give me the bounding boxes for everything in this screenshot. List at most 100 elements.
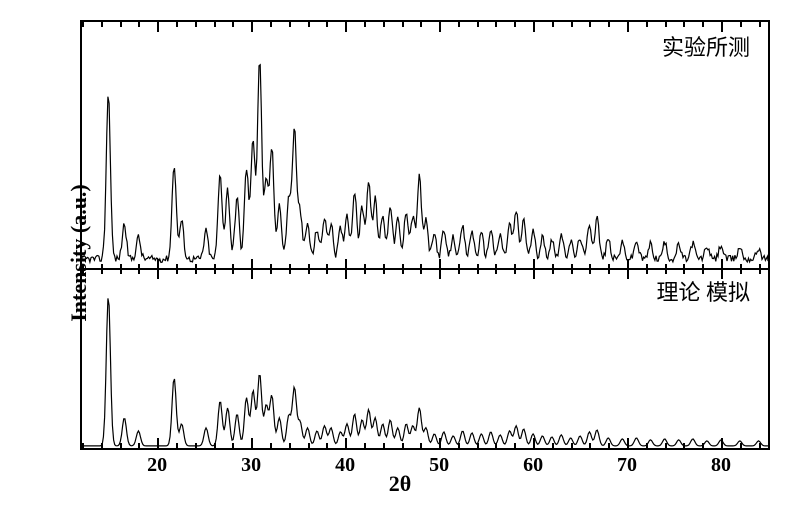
xtick-minor: [646, 269, 648, 274]
xtick-mark: [439, 22, 441, 32]
xtick-minor: [495, 269, 497, 274]
xtick-minor: [702, 443, 704, 448]
xtick-minor: [120, 22, 122, 27]
xtick-minor: [646, 22, 648, 27]
xtick-minor: [759, 443, 761, 448]
xtick-mark: [627, 269, 629, 279]
xtick-minor: [514, 22, 516, 27]
xtick-minor: [477, 443, 479, 448]
xtick-minor: [589, 22, 591, 27]
xtick-mark: [533, 22, 535, 32]
xtick-mark: [345, 269, 347, 279]
xtick-mark: [345, 22, 347, 32]
xtick-mark: [251, 259, 253, 269]
xtick-minor: [608, 22, 610, 27]
xtick-minor: [608, 443, 610, 448]
xtick-minor: [420, 443, 422, 448]
x-axis-label: 2θ: [389, 471, 411, 497]
xtick-minor: [759, 22, 761, 27]
xtick-mark: [627, 259, 629, 269]
xtick-minor: [589, 443, 591, 448]
xtick-minor: [589, 269, 591, 274]
xtick-minor: [420, 269, 422, 274]
xtick-minor: [514, 269, 516, 274]
subplot-simulated: [82, 269, 768, 448]
xtick-minor: [683, 22, 685, 27]
xtick-mark: [627, 438, 629, 448]
spectrum-simulated: [82, 269, 768, 448]
xtick-mark: [721, 22, 723, 32]
xtick-minor: [308, 22, 310, 27]
xtick-minor: [759, 269, 761, 274]
xtick-mark: [157, 438, 159, 448]
xtick-minor: [138, 443, 140, 448]
xtick-minor: [176, 22, 178, 27]
xtick-mark: [721, 259, 723, 269]
xtick-minor: [326, 443, 328, 448]
xtick-minor: [120, 443, 122, 448]
xtick-minor: [495, 22, 497, 27]
xtick-minor: [176, 269, 178, 274]
xtick-minor: [458, 443, 460, 448]
xtick-minor: [326, 22, 328, 27]
xtick-minor: [270, 443, 272, 448]
spectrum-experimental: [82, 22, 768, 269]
xtick-mark: [533, 259, 535, 269]
xtick-minor: [552, 22, 554, 27]
xtick-minor: [495, 443, 497, 448]
xtick-minor: [138, 269, 140, 274]
xtick-minor: [402, 22, 404, 27]
xtick-minor: [214, 22, 216, 27]
xtick-mark: [721, 438, 723, 448]
xtick-minor: [232, 269, 234, 274]
xtick-mark: [721, 269, 723, 279]
xtick-mark: [345, 438, 347, 448]
xtick-minor: [552, 443, 554, 448]
xtick-minor: [232, 22, 234, 27]
plot-area: 20304050607080: [80, 20, 770, 450]
xtick-minor: [176, 443, 178, 448]
xrd-figure: Intensity (a.u.) 2θ 实验所测 理论 模拟 203040506…: [0, 0, 800, 505]
xtick-minor: [82, 22, 84, 27]
xtick-minor: [289, 22, 291, 27]
xtick-minor: [289, 269, 291, 274]
xtick-mark: [157, 22, 159, 32]
xtick-label: 40: [335, 454, 355, 477]
xtick-minor: [364, 443, 366, 448]
xtick-minor: [571, 443, 573, 448]
xtick-mark: [157, 269, 159, 279]
xtick-minor: [232, 443, 234, 448]
xtick-minor: [402, 443, 404, 448]
xtick-mark: [251, 438, 253, 448]
xtick-minor: [420, 22, 422, 27]
xtick-minor: [477, 269, 479, 274]
xtick-label: 60: [523, 454, 543, 477]
xtick-mark: [251, 22, 253, 32]
xtick-minor: [458, 22, 460, 27]
xtick-minor: [326, 269, 328, 274]
xtick-minor: [214, 269, 216, 274]
xtick-mark: [251, 269, 253, 279]
xtick-minor: [270, 269, 272, 274]
xtick-minor: [214, 443, 216, 448]
xtick-minor: [665, 22, 667, 27]
xtick-mark: [439, 438, 441, 448]
xtick-minor: [740, 22, 742, 27]
xtick-minor: [608, 269, 610, 274]
xtick-minor: [138, 22, 140, 27]
xtick-mark: [439, 269, 441, 279]
xtick-minor: [120, 269, 122, 274]
xtick-label: 50: [429, 454, 449, 477]
xtick-minor: [514, 443, 516, 448]
xtick-minor: [364, 269, 366, 274]
xtick-minor: [740, 269, 742, 274]
xtick-minor: [702, 22, 704, 27]
xtick-minor: [195, 443, 197, 448]
xtick-label: 30: [241, 454, 261, 477]
xtick-minor: [552, 269, 554, 274]
xtick-minor: [364, 22, 366, 27]
xtick-minor: [101, 443, 103, 448]
xtick-minor: [82, 269, 84, 274]
xtick-minor: [82, 443, 84, 448]
xtick-label: 80: [711, 454, 731, 477]
